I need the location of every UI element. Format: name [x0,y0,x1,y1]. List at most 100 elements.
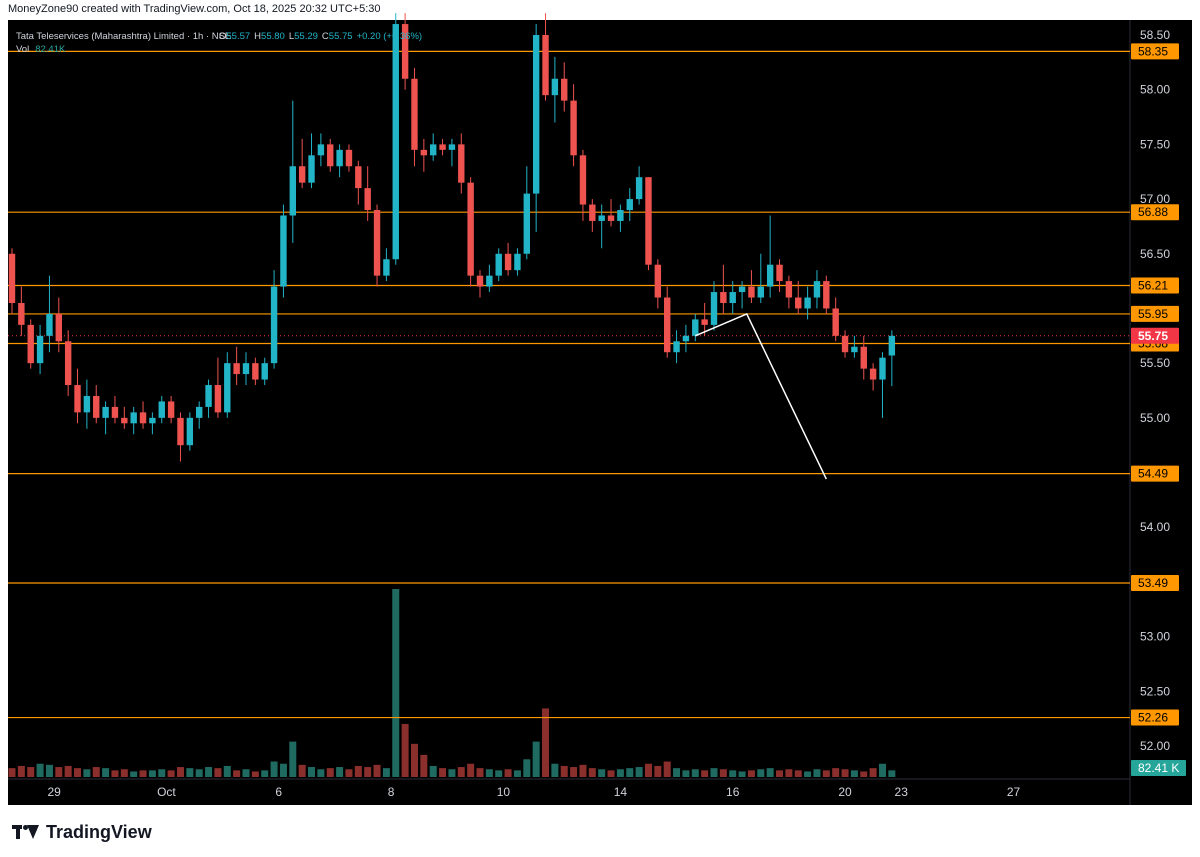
volume-bar [878,763,886,777]
candle-body [561,78,568,101]
volume-bar [111,770,119,777]
volume-bar [785,769,793,777]
volume-bar [832,768,840,777]
volume-bar [513,770,521,777]
current-price-badge[interactable] [1131,327,1179,344]
level-price-badge[interactable] [1131,575,1179,592]
candle-body [130,412,137,424]
candle-body [336,149,343,167]
tradingview-brand: TradingView [12,822,152,842]
level-price-badge[interactable] [1131,709,1179,726]
volume-bar [298,764,306,777]
volume-bar [279,763,287,777]
low-value: 55.29 [294,31,318,42]
price-tick-label: 53.00 [1140,630,1170,644]
volume-bar [233,770,241,777]
candle-body [308,155,315,183]
brand-name: TradingView [46,821,152,842]
level-price-badge[interactable] [1131,465,1179,482]
horizontal-levels[interactable] [8,50,1130,719]
volume-bar [570,767,578,777]
candle-body [720,292,727,303]
candle-body [27,324,34,364]
time-tick-label: 23 [895,785,909,799]
level-price-label: 53.49 [1138,576,1168,590]
candle-body [298,166,306,183]
volume-bar [860,771,868,777]
candle-body [214,385,222,413]
level-price-label: 54.49 [1138,467,1168,481]
candle-body [635,177,643,200]
level-price-label: 55.95 [1138,307,1168,321]
price-tick-label: 55.50 [1140,356,1170,370]
candle-body [617,210,624,221]
candle-body [8,253,16,303]
candle-body [289,166,296,216]
volume-bar [410,743,418,777]
volume-badge-label: 82.41 K [1138,761,1179,775]
candle-body [785,281,793,298]
price-tick-label: 58.50 [1140,28,1170,42]
level-price-badge[interactable] [1131,204,1179,221]
level-price-badge[interactable] [1131,305,1179,322]
level-price-badge[interactable] [1131,277,1179,294]
volume-bar [176,767,184,777]
time-tick-label: 27 [1007,785,1021,799]
time-axis[interactable]: 29 Oct 6 8 10 14 16 20 23 27 [47,785,1020,799]
candle-body [74,385,81,413]
candle-body [121,417,128,424]
volume-bar [850,770,858,777]
volume-bar [448,769,456,777]
candle-body [317,144,325,156]
level-price-label: 56.88 [1138,205,1168,219]
volume-bar [429,765,437,777]
volume-bar [888,770,896,777]
chart-attribution: MoneyZone90 created with TradingView.com… [8,3,381,15]
volume-label: Vol [16,44,29,55]
volume-bar [813,769,821,777]
volume-bar [766,768,774,777]
time-tick-label: 6 [275,785,282,799]
volume-bar [439,768,447,777]
candle-body [514,253,521,271]
candle-body [682,335,690,342]
volume-bar [8,768,16,777]
price-tick-label: 57.50 [1140,137,1170,151]
volume-bar [551,763,559,777]
candle-body [757,286,764,298]
volume-bar [719,769,727,777]
level-price-badge[interactable] [1131,43,1179,60]
volume-bar [345,769,353,777]
price-tick-label: 57.00 [1140,192,1170,206]
volume-bar [776,770,784,777]
candle-body [869,368,877,380]
projection-line[interactable] [694,312,827,480]
high-label: H [254,31,261,42]
volume-bar [186,768,194,777]
open-value: 55.57 [226,31,250,42]
candle-body [139,412,147,424]
volume-bar [691,769,699,777]
volume-bar [130,771,138,777]
candle-body [233,363,240,375]
time-tick-label: 8 [388,785,395,799]
volume-bar [139,770,147,777]
projection-drawing[interactable] [694,312,827,480]
price-axis[interactable]: 58.50 58.00 57.50 57.00 56.50 55.50 55.00 54.00… [1131,28,1186,776]
volume-bar [167,770,175,777]
volume-bar [794,770,802,777]
volume-bar [579,764,587,777]
candle-body [364,188,371,211]
candle-body [177,417,184,446]
open-label: O [219,31,226,42]
candle-body [776,264,783,282]
candle-body [476,275,484,287]
volume-bar [757,769,765,777]
time-tick-label: 29 [47,785,61,799]
candle-body [439,144,446,150]
volume-bar [270,761,278,777]
candles [8,13,896,462]
candle-body [392,24,399,260]
volume-bar [392,589,400,777]
